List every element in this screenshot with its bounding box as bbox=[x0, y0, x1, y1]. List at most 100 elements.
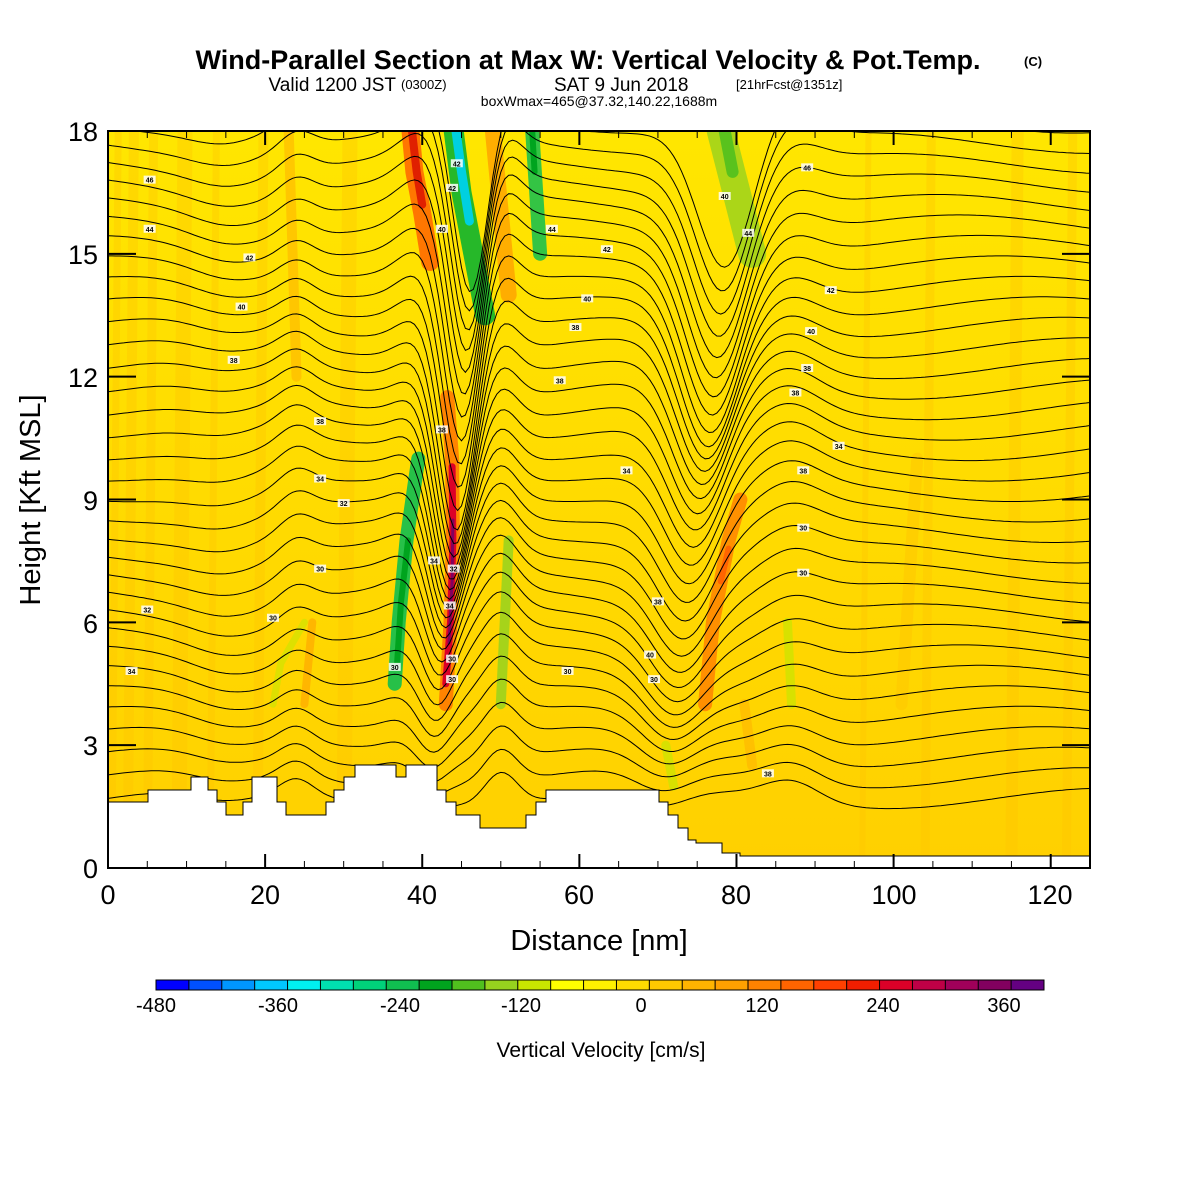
theta-label-bg bbox=[561, 666, 574, 675]
theta-contour bbox=[108, 345, 1090, 545]
theta-label-bg bbox=[143, 224, 156, 233]
colorbar-tick-label: -360 bbox=[258, 995, 298, 1017]
colorbar-frame bbox=[155, 979, 1045, 991]
theta-contour-label: 40 bbox=[583, 296, 591, 303]
y-tick-labels: 0 3 6 9 12 15 18 bbox=[68, 117, 98, 884]
theta-contour bbox=[108, 517, 1090, 640]
theta-contour-label: 42 bbox=[827, 288, 835, 295]
valid-time: Valid 1200 JST bbox=[269, 75, 397, 96]
theta-contour-label: 40 bbox=[238, 305, 246, 312]
theta-contour-label: 42 bbox=[246, 255, 254, 262]
theta-contour-label: 34 bbox=[430, 558, 438, 565]
theta-label-bg bbox=[797, 523, 810, 532]
colorbar-tick-label: -240 bbox=[380, 995, 420, 1017]
theta-label-bg bbox=[824, 286, 837, 295]
theta-label-bg bbox=[801, 163, 814, 172]
forecast-info: [21hrFcst@1351z] bbox=[736, 77, 842, 92]
theta-contour-label: 38 bbox=[316, 419, 324, 426]
theta-contour-label: 30 bbox=[391, 665, 399, 672]
colorbar-tick-label: -480 bbox=[136, 995, 176, 1017]
colorbar-swatch bbox=[517, 980, 552, 990]
theta-contour-label: 44 bbox=[548, 227, 556, 234]
theta-label-bg bbox=[789, 388, 802, 397]
theta-contour bbox=[108, 725, 1090, 783]
colorbar-swatch bbox=[813, 980, 848, 990]
vv-updraft-weak-low bbox=[300, 618, 317, 709]
theta-label-bg bbox=[388, 662, 401, 671]
theta-contour-label: 30 bbox=[269, 616, 277, 623]
colorbar-swatch bbox=[649, 980, 683, 990]
theta-contour-label: 34 bbox=[316, 477, 324, 484]
theta-contour-label: 34 bbox=[623, 468, 631, 475]
theta-contour bbox=[108, 174, 1090, 374]
theta-contour bbox=[108, 255, 1090, 465]
colorbar-swatch bbox=[846, 980, 881, 990]
colorbar-swatch bbox=[682, 980, 716, 990]
theta-contour-label: 40 bbox=[807, 329, 815, 336]
chart-title: Wind-Parallel Section at Max W: Vertical… bbox=[196, 45, 981, 75]
colorbar-tick-labels: -480 -360 -240 -120 0 120 240 360 bbox=[136, 995, 1021, 1017]
x-tick-label: 20 bbox=[250, 880, 280, 910]
vv-weak-streak bbox=[171, 131, 193, 868]
x-tick-label: 0 bbox=[100, 880, 115, 910]
colorbar-label: Vertical Velocity [cm/s] bbox=[497, 1039, 706, 1062]
theta-contour-label: 38 bbox=[556, 378, 564, 385]
vv-weak-streak bbox=[920, 131, 936, 868]
theta-contour-label: 38 bbox=[438, 427, 446, 434]
theta-label-bg bbox=[314, 417, 327, 426]
theta-contour bbox=[108, 132, 1090, 331]
colorbar-tick-label: 0 bbox=[635, 995, 646, 1017]
theta-contour-label: 34 bbox=[835, 444, 843, 451]
vv-downdraft-weak-right bbox=[783, 617, 796, 709]
colorbar-tick-label: 240 bbox=[866, 995, 899, 1017]
colorbar-swatch bbox=[550, 980, 585, 990]
y-tick-label: 3 bbox=[83, 731, 98, 761]
vv-weak-streak bbox=[206, 131, 220, 868]
theta-contour-label: 38 bbox=[654, 599, 662, 606]
vv-weak-streak bbox=[252, 131, 269, 868]
theta-contour bbox=[108, 571, 1090, 689]
valid-utc: (0300Z) bbox=[401, 77, 447, 92]
theta-label-bg bbox=[443, 601, 456, 610]
theta-contour-label: 34 bbox=[446, 603, 454, 610]
theta-contour bbox=[108, 366, 1090, 558]
x-tick-label: 40 bbox=[407, 880, 437, 910]
theta-contour bbox=[108, 384, 1090, 570]
colorbar-swatch bbox=[879, 980, 913, 990]
theta-contour-label: 30 bbox=[448, 677, 456, 684]
vv-downdraft-upper-core bbox=[451, 131, 474, 226]
colorbar-swatch bbox=[386, 980, 420, 990]
theta-label-bg bbox=[644, 650, 657, 659]
vv-downdraft-weak-low bbox=[661, 740, 679, 791]
theta-contour-label: 30 bbox=[448, 657, 456, 664]
theta-contour bbox=[108, 552, 1090, 673]
y-tick-label: 6 bbox=[83, 609, 98, 639]
colorbar-swatch bbox=[912, 980, 946, 990]
theta-contour-label: 46 bbox=[146, 178, 154, 185]
terrain-mask bbox=[108, 764, 1090, 868]
theta-contour-labels: 46 44 42 40 38 38 34 32 30 32 30 34 30 38 34 32 34 30 30 42… bbox=[125, 159, 845, 778]
vv-updraft-weak bbox=[283, 131, 302, 382]
theta-label-bg bbox=[832, 441, 845, 450]
theta-label-bg bbox=[125, 666, 138, 675]
theta-contour-label: 40 bbox=[721, 194, 729, 201]
theta-label-bg bbox=[235, 302, 248, 311]
theta-contour-label: 38 bbox=[803, 366, 811, 373]
theta-label-bg bbox=[243, 253, 256, 262]
theta-contour-label: 46 bbox=[803, 165, 811, 172]
y-tick-label: 15 bbox=[68, 240, 98, 270]
vv-updraft-right-core bbox=[717, 545, 732, 585]
theta-contour-label: 38 bbox=[792, 391, 800, 398]
y-axis-label: Height [Kft MSL] bbox=[15, 394, 47, 605]
vv-weak-streak bbox=[1005, 131, 1024, 868]
theta-contour-label: 30 bbox=[799, 526, 807, 533]
chart-title-suffix: (C) bbox=[1024, 54, 1042, 69]
theta-contour-label: 40 bbox=[438, 227, 446, 234]
colorbar-swatch bbox=[780, 980, 815, 990]
theta-contour-label: 32 bbox=[450, 567, 458, 574]
theta-contour bbox=[108, 633, 1090, 728]
vv-weak-streak bbox=[142, 131, 159, 868]
theta-label-bg bbox=[450, 159, 463, 168]
theta-label-bg bbox=[227, 355, 240, 364]
theta-label-bg bbox=[545, 224, 558, 233]
